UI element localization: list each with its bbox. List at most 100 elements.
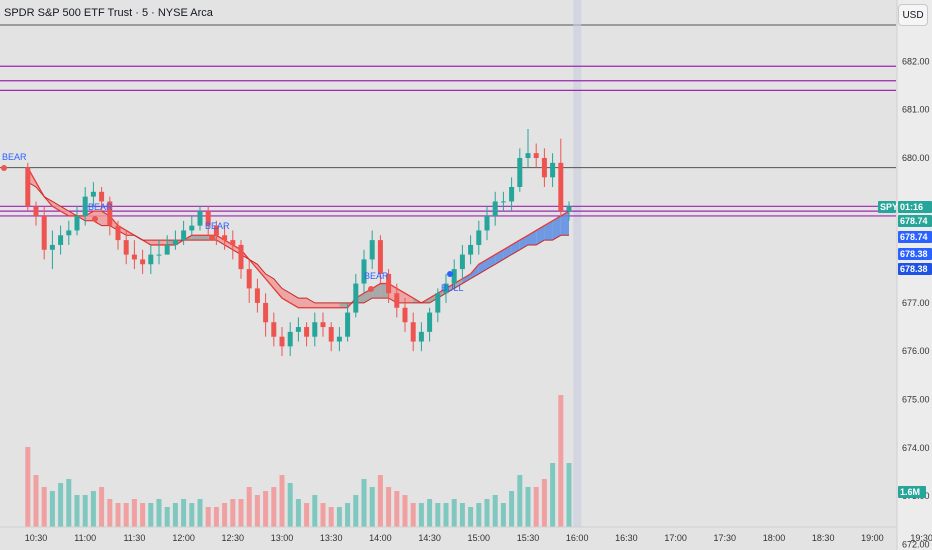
volume-bar[interactable] [484,499,490,527]
volume-bar[interactable] [49,491,55,527]
candle-body[interactable] [361,259,367,284]
candle-body[interactable] [156,254,162,256]
volume-bar[interactable] [156,499,162,527]
candle-body[interactable] [279,336,285,347]
candle-body[interactable] [459,254,465,270]
candle-body[interactable] [254,288,260,303]
candle-body[interactable] [107,201,113,226]
volume-bar[interactable] [525,487,531,527]
volume-bar[interactable] [394,491,400,527]
candle-body[interactable] [328,327,334,342]
candle-body[interactable] [115,225,121,241]
volume-bar[interactable] [320,503,326,527]
candle-body[interactable] [566,206,572,212]
volume-bar[interactable] [558,395,564,527]
candle-body[interactable] [263,302,269,323]
candle-body[interactable] [148,254,154,265]
volume-bar[interactable] [533,487,539,527]
candle-body[interactable] [451,269,457,284]
volume-bar[interactable] [369,487,375,527]
volume-bar[interactable] [164,507,170,527]
candle-body[interactable] [418,331,424,342]
volume-bar[interactable] [140,503,146,527]
volume-bar[interactable] [345,503,351,527]
candle-body[interactable] [353,283,359,313]
volume-bar[interactable] [33,475,39,527]
volume-bar[interactable] [222,503,228,527]
volume-bar[interactable] [74,495,80,527]
candle-body[interactable] [402,307,408,323]
candle-body[interactable] [140,259,146,265]
volume-bar[interactable] [66,479,72,527]
volume-bar[interactable] [99,487,105,527]
candle-body[interactable] [312,322,318,337]
volume-bar[interactable] [58,483,64,527]
volume-bar[interactable] [312,495,318,527]
candle-body[interactable] [410,322,416,342]
volume-bar[interactable] [172,503,178,527]
volume-bar[interactable] [435,503,441,527]
candle-body[interactable] [517,158,523,187]
candle-body[interactable] [123,240,129,255]
candle-body[interactable] [443,283,449,294]
volume-bar[interactable] [197,499,203,527]
candle-body[interactable] [181,230,187,241]
candle-body[interactable] [271,322,277,337]
volume-bar[interactable] [189,503,195,527]
volume-bar[interactable] [500,503,506,527]
volume-bar[interactable] [25,447,31,527]
candle-body[interactable] [476,230,482,245]
volume-bar[interactable] [476,503,482,527]
candle-body[interactable] [172,240,178,245]
candle-body[interactable] [525,153,531,158]
candle-body[interactable] [205,211,211,226]
volume-bar[interactable] [377,475,383,527]
volume-bar[interactable] [246,487,252,527]
volume-bar[interactable] [353,495,359,527]
volume-bar[interactable] [517,475,523,527]
candle-body[interactable] [369,240,375,260]
volume-bar[interactable] [492,495,498,527]
candle-body[interactable] [82,196,88,216]
candle-body[interactable] [41,215,47,250]
candle-body[interactable] [90,191,96,197]
volume-bar[interactable] [402,495,408,527]
volume-bar[interactable] [271,487,277,527]
candle-body[interactable] [25,167,31,207]
volume-bar[interactable] [181,499,187,527]
candle-body[interactable] [377,240,383,274]
volume-bar[interactable] [254,495,260,527]
candle-body[interactable] [435,293,441,313]
volume-bar[interactable] [427,499,433,527]
candle-body[interactable] [58,235,64,245]
candle-body[interactable] [336,336,342,342]
candle-body[interactable] [74,215,80,231]
candle-body[interactable] [468,244,474,255]
candle-body[interactable] [345,312,351,337]
candle-body[interactable] [222,235,228,241]
candle-body[interactable] [492,201,498,216]
candle-body[interactable] [164,244,170,255]
currency-button[interactable]: USD [898,4,928,26]
volume-bar[interactable] [230,499,236,527]
volume-bar[interactable] [410,503,416,527]
volume-bar[interactable] [328,507,334,527]
candle-body[interactable] [99,191,105,202]
volume-bar[interactable] [459,503,465,527]
candle-body[interactable] [287,331,293,347]
candle-body[interactable] [230,240,236,245]
volume-bar[interactable] [418,503,424,527]
volume-bar[interactable] [279,475,285,527]
candle-body[interactable] [49,244,55,250]
volume-bar[interactable] [361,479,367,527]
volume-bar[interactable] [41,487,47,527]
candle-body[interactable] [197,211,203,226]
candle-body[interactable] [295,327,301,332]
volume-bar[interactable] [336,507,342,527]
candle-body[interactable] [533,153,539,158]
candle-body[interactable] [304,327,310,337]
volume-bar[interactable] [238,499,244,527]
volume-bar[interactable] [263,491,269,527]
candle-body[interactable] [500,201,506,203]
volume-bar[interactable] [295,499,301,527]
